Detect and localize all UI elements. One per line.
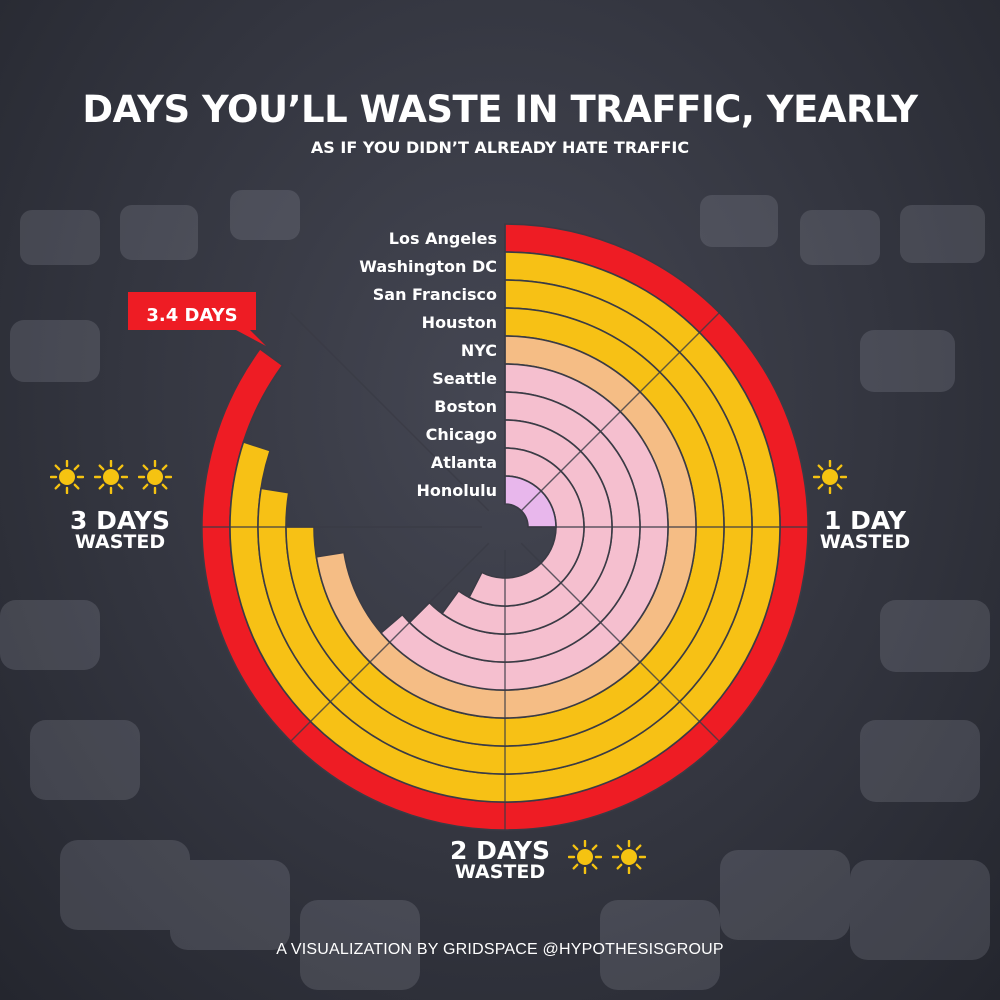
chart-subtitle: AS IF YOU DIDN’T ALREADY HATE TRAFFIC: [310, 138, 690, 157]
three-days-label-small: WASTED: [74, 531, 166, 553]
radial-gridline: [290, 542, 490, 742]
sun-icon: [50, 460, 84, 494]
one-sun-group: [813, 460, 847, 494]
category-label: NYC: [461, 341, 497, 360]
radial-gridline: [520, 312, 720, 512]
two-days-label-big: 2 DAYS: [450, 836, 550, 865]
sun-icon: [612, 840, 646, 874]
two-suns-group: [568, 840, 646, 874]
category-label: Los Angeles: [389, 229, 497, 248]
sun-icon: [568, 840, 602, 874]
category-label: San Francisco: [373, 285, 497, 304]
one-day-label: 1 DAY WASTED: [800, 508, 930, 552]
category-label: Boston: [434, 397, 497, 416]
one-day-label-big: 1 DAY: [824, 506, 906, 535]
category-label: Chicago: [426, 425, 497, 444]
two-days-label: 2 DAYS WASTED: [430, 838, 570, 882]
category-label: Honolulu: [416, 481, 497, 500]
max-value-callout-flag: [128, 292, 266, 346]
sun-icon: [138, 460, 172, 494]
max-value-callout-label: 3.4 DAYS: [146, 305, 238, 326]
sun-icon: [813, 460, 847, 494]
two-days-label-small: WASTED: [454, 861, 546, 883]
footer-credit: A VISUALIZATION BY GRIDSPACE @HYPOTHESIS…: [276, 941, 724, 958]
category-label: Washington DC: [359, 257, 497, 276]
three-days-label-big: 3 DAYS: [70, 506, 170, 535]
three-suns-group: [50, 460, 172, 494]
chart-title: DAYS YOU’LL WASTE IN TRAFFIC, YEARLY: [82, 88, 918, 131]
category-label: Seattle: [432, 369, 497, 388]
sun-icon: [94, 460, 128, 494]
category-label: Atlanta: [431, 453, 497, 472]
three-days-label: 3 DAYS WASTED: [50, 508, 190, 552]
one-day-label-small: WASTED: [819, 531, 911, 553]
radial-gridline: [290, 312, 490, 512]
category-label: Houston: [422, 313, 497, 332]
radial-gridline: [520, 542, 720, 742]
